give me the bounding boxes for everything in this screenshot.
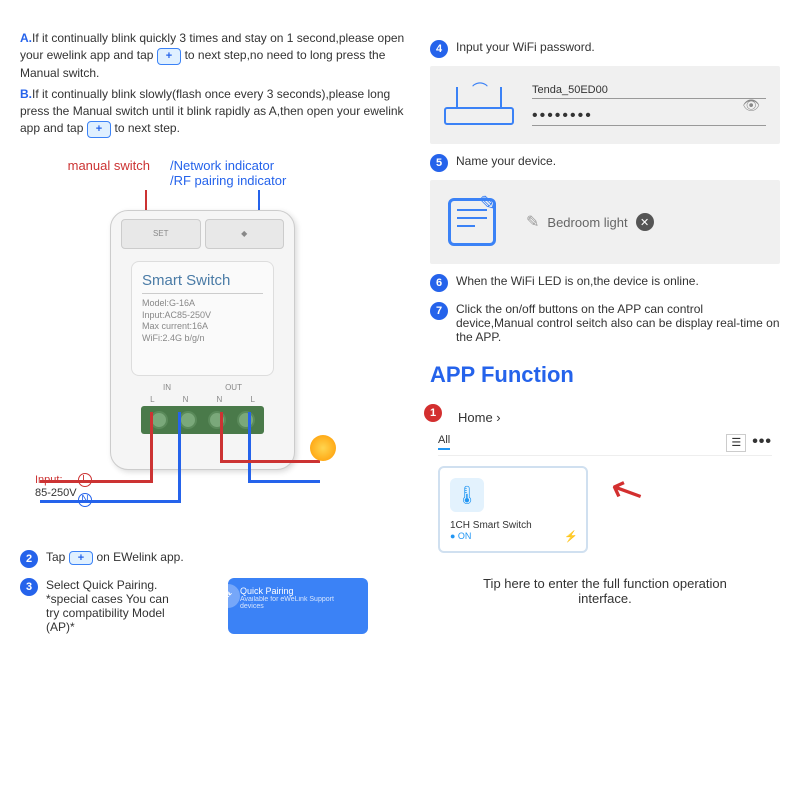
network-indicator-label: /Network indicator — [170, 158, 286, 173]
terminal-block — [141, 406, 264, 434]
step-7-badge: 7 — [430, 302, 448, 320]
tip-text: Tip here to enter the full function oper… — [430, 576, 780, 606]
manual-switch-label: manual switch — [68, 158, 150, 173]
wifi-icon: ⚡ — [564, 530, 578, 543]
step-3-text: Select Quick Pairing. *special cases You… — [46, 578, 180, 634]
step-2-badge: 2 — [20, 550, 38, 568]
device-name-field[interactable]: ✎ Bedroom light ✕ — [526, 212, 762, 232]
plus-button-b[interactable]: + — [87, 121, 111, 138]
step-4-badge: 4 — [430, 40, 448, 58]
app-home-link[interactable]: Home › — [438, 406, 772, 429]
thermometer-icon: 🌡 — [450, 478, 484, 512]
plus-button-step2[interactable]: + — [69, 551, 93, 565]
instruction-a: A.If it continually blink quickly 3 time… — [20, 30, 410, 82]
rf-indicator-label: /RF pairing indicator — [170, 173, 286, 188]
wifi-ssid-field[interactable]: Tenda_50ED00 — [532, 84, 766, 99]
app-screenshot: Home › All ☰ ••• 🌡 1CH Smart Switch ● ON … — [430, 398, 780, 561]
step-3-badge: 3 — [20, 578, 38, 596]
wifi-input-panel: ⌒ Tenda_50ED00 •••••••• 👁 — [430, 66, 780, 144]
wiring-diagram: SET ◆ Smart Switch Model:G-16A Input:AC8… — [20, 190, 390, 540]
device-card[interactable]: 🌡 1CH Smart Switch ● ON ⚡ — [438, 466, 588, 553]
input-voltage-label: Input:85-250V — [35, 474, 77, 500]
device-title: Smart Switch — [142, 272, 263, 294]
pairing-icon: ⟳ — [216, 584, 240, 608]
note-icon: ✎ — [448, 198, 496, 246]
quick-pairing-card[interactable]: ⟳ Quick Pairing Available for eWeLink Su… — [228, 578, 368, 634]
instruction-b: B.If it continually blink slowly(flash o… — [20, 86, 410, 138]
step-4-text: Input your WiFi password. — [456, 40, 595, 54]
indicator-led: ◆ — [205, 219, 285, 249]
more-icon[interactable]: ••• — [752, 433, 772, 450]
step-1-red-badge: 1 — [424, 404, 442, 422]
smart-switch-device: SET ◆ Smart Switch Model:G-16A Input:AC8… — [110, 210, 295, 470]
plus-button-a[interactable]: + — [157, 48, 181, 65]
step-6-text: When the WiFi LED is on,the device is on… — [456, 274, 699, 288]
step-7-text: Click the on/off buttons on the APP can … — [456, 302, 780, 344]
wifi-password-field[interactable]: •••••••• — [532, 107, 766, 126]
list-icon[interactable]: ☰ — [726, 434, 746, 452]
step-5-text: Name your device. — [456, 154, 556, 168]
clear-icon[interactable]: ✕ — [636, 213, 654, 231]
router-icon: ⌒ — [444, 85, 514, 125]
app-function-title: APP Function — [430, 362, 780, 388]
set-button: SET — [121, 219, 201, 249]
bulb-icon — [310, 435, 336, 461]
name-device-panel: ✎ ✎ Bedroom light ✕ — [430, 180, 780, 264]
red-arrow: ↖ — [602, 463, 652, 519]
tab-all[interactable]: All — [438, 434, 450, 450]
device-specs: Model:G-16A Input:AC85-250V Max current:… — [142, 298, 263, 345]
step-2-text: Tap + on EWelink app. — [46, 550, 184, 565]
visibility-icon[interactable]: 👁 — [742, 97, 760, 114]
step-5-badge: 5 — [430, 154, 448, 172]
step-6-badge: 6 — [430, 274, 448, 292]
